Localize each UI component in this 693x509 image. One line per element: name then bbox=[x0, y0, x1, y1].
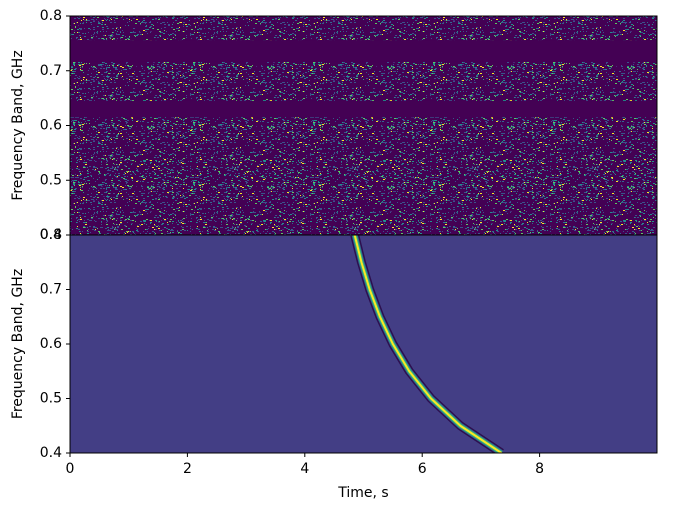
x-tick-label: 0 bbox=[66, 461, 75, 477]
pulse-curve bbox=[353, 235, 502, 453]
y-tick-label: 0.6 bbox=[40, 118, 62, 134]
y-tick-label: 0.6 bbox=[40, 336, 62, 352]
y-tick-label: 0.5 bbox=[40, 391, 62, 407]
pulse bbox=[350, 235, 504, 453]
y-tick-label: 0.4 bbox=[40, 227, 62, 243]
masked-band bbox=[70, 100, 657, 118]
y-tick-label: 0.5 bbox=[40, 172, 62, 188]
x-tick-label: 6 bbox=[418, 461, 427, 477]
y-tick-label: 0.7 bbox=[40, 63, 62, 79]
masked-band bbox=[70, 40, 657, 62]
x-axis-label: Time, s bbox=[337, 485, 388, 501]
y-tick-label: 0.7 bbox=[40, 282, 62, 298]
y-axis-label: Frequency Band, GHz bbox=[10, 50, 26, 200]
y-axis-label: Frequency Band, GHz bbox=[10, 269, 26, 419]
x-tick-label: 4 bbox=[300, 461, 309, 477]
y-tick-label: 0.8 bbox=[40, 8, 62, 24]
x-tick-label: 8 bbox=[535, 461, 544, 477]
y-tick-label: 0.4 bbox=[40, 445, 62, 461]
y-tick-label: 0.8 bbox=[40, 227, 62, 243]
x-tick-label: 2 bbox=[183, 461, 192, 477]
